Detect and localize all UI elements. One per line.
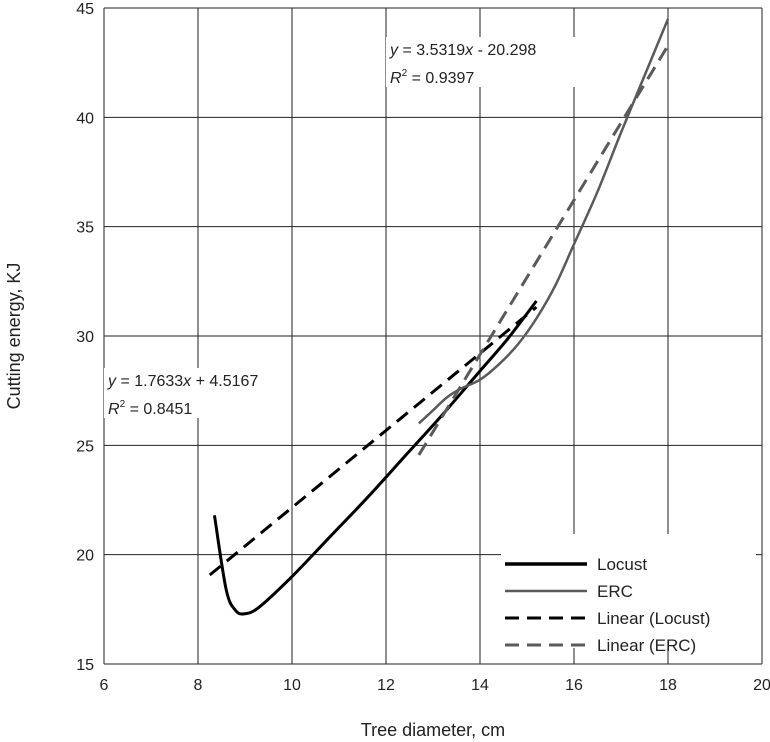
series-line-linear-locust — [208, 305, 538, 577]
x-tick-label: 16 — [565, 677, 583, 694]
legend-label: Linear (Locust) — [597, 609, 710, 628]
annotation-erc-equation: y = 3.5319x - 20.298 — [389, 42, 536, 59]
annotation-locust-fit: y = 1.7633x + 4.5167 R2 = 0.8451 — [104, 368, 274, 418]
tick-labels: 6 8 10 12 14 16 18 20 15 20 25 30 35 40 45 — [76, 1, 770, 694]
x-tick-label: 14 — [471, 677, 489, 694]
series-line-locust — [212, 300, 538, 616]
x-tick-label: 6 — [100, 677, 109, 694]
x-axis-title: Tree diameter, cm — [361, 720, 505, 740]
y-tick-label: 15 — [76, 657, 94, 674]
series-layer — [208, 18, 670, 616]
y-tick-label: 35 — [76, 220, 94, 237]
x-tick-label: 12 — [377, 677, 395, 694]
y-tick-label: 40 — [76, 110, 94, 127]
legend-label: ERC — [597, 582, 633, 601]
y-tick-label: 45 — [76, 1, 94, 18]
y-axis-title: Cutting energy, KJ — [4, 263, 24, 410]
x-tick-label: 18 — [659, 677, 677, 694]
grid — [103, 7, 763, 665]
x-tick-label: 8 — [194, 677, 203, 694]
annotation-erc-fit: y = 3.5319x - 20.298 R2 = 0.9397 — [386, 37, 576, 87]
legend: Locust ERC Linear (Locust) Linear (ERC) — [505, 555, 710, 655]
x-tick-label: 20 — [753, 677, 770, 694]
series-line-linear-erc — [417, 44, 670, 456]
annotation-locust-equation: y = 1.7633x + 4.5167 — [107, 373, 258, 390]
legend-label: Locust — [597, 555, 647, 574]
y-tick-label: 25 — [76, 438, 94, 455]
annotation-locust-r2: R2 = 0.8451 — [108, 399, 192, 418]
y-tick-label: 30 — [76, 329, 94, 346]
x-tick-label: 10 — [283, 677, 301, 694]
y-tick-label: 20 — [76, 548, 94, 565]
series-line-erc — [418, 18, 670, 425]
legend-label: Linear (ERC) — [597, 636, 696, 655]
annotation-erc-r2: R2 = 0.9397 — [390, 68, 474, 87]
